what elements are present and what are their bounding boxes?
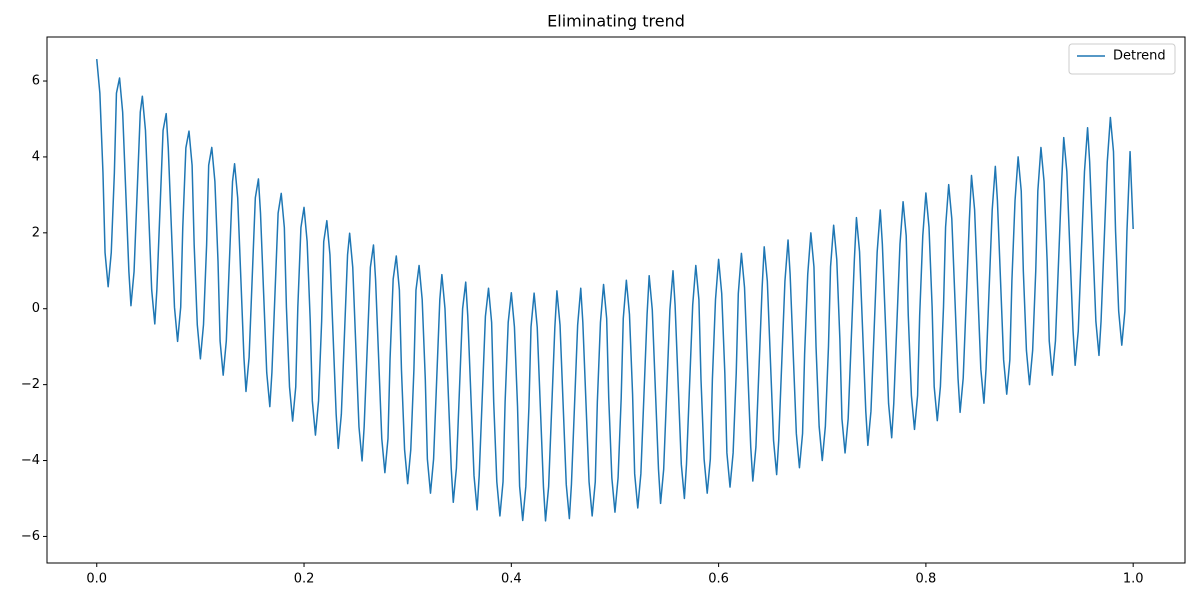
plot-frame <box>46 36 1186 564</box>
x-tick-label: 0.6 <box>708 572 729 587</box>
y-tick-label: −2 <box>21 377 40 392</box>
x-tick-label: 1.0 <box>1123 572 1144 587</box>
y-tick-label: 0 <box>32 301 40 316</box>
legend-box <box>1068 43 1176 75</box>
legend-label: Detrend <box>1113 49 1166 64</box>
x-tick-label: 0.8 <box>916 572 937 587</box>
x-tick-label: 0.4 <box>501 572 522 587</box>
y-tick-label: 4 <box>32 149 40 164</box>
chart-title: Eliminating trend <box>547 12 685 31</box>
y-tick-label: −6 <box>21 529 40 544</box>
y-tick-label: −4 <box>21 453 40 468</box>
x-tick-label: 0.0 <box>86 572 107 587</box>
y-tick-label: 2 <box>32 225 40 240</box>
y-tick-label: 6 <box>32 74 40 89</box>
x-tick-label: 0.2 <box>294 572 315 587</box>
line-series <box>96 58 1134 522</box>
